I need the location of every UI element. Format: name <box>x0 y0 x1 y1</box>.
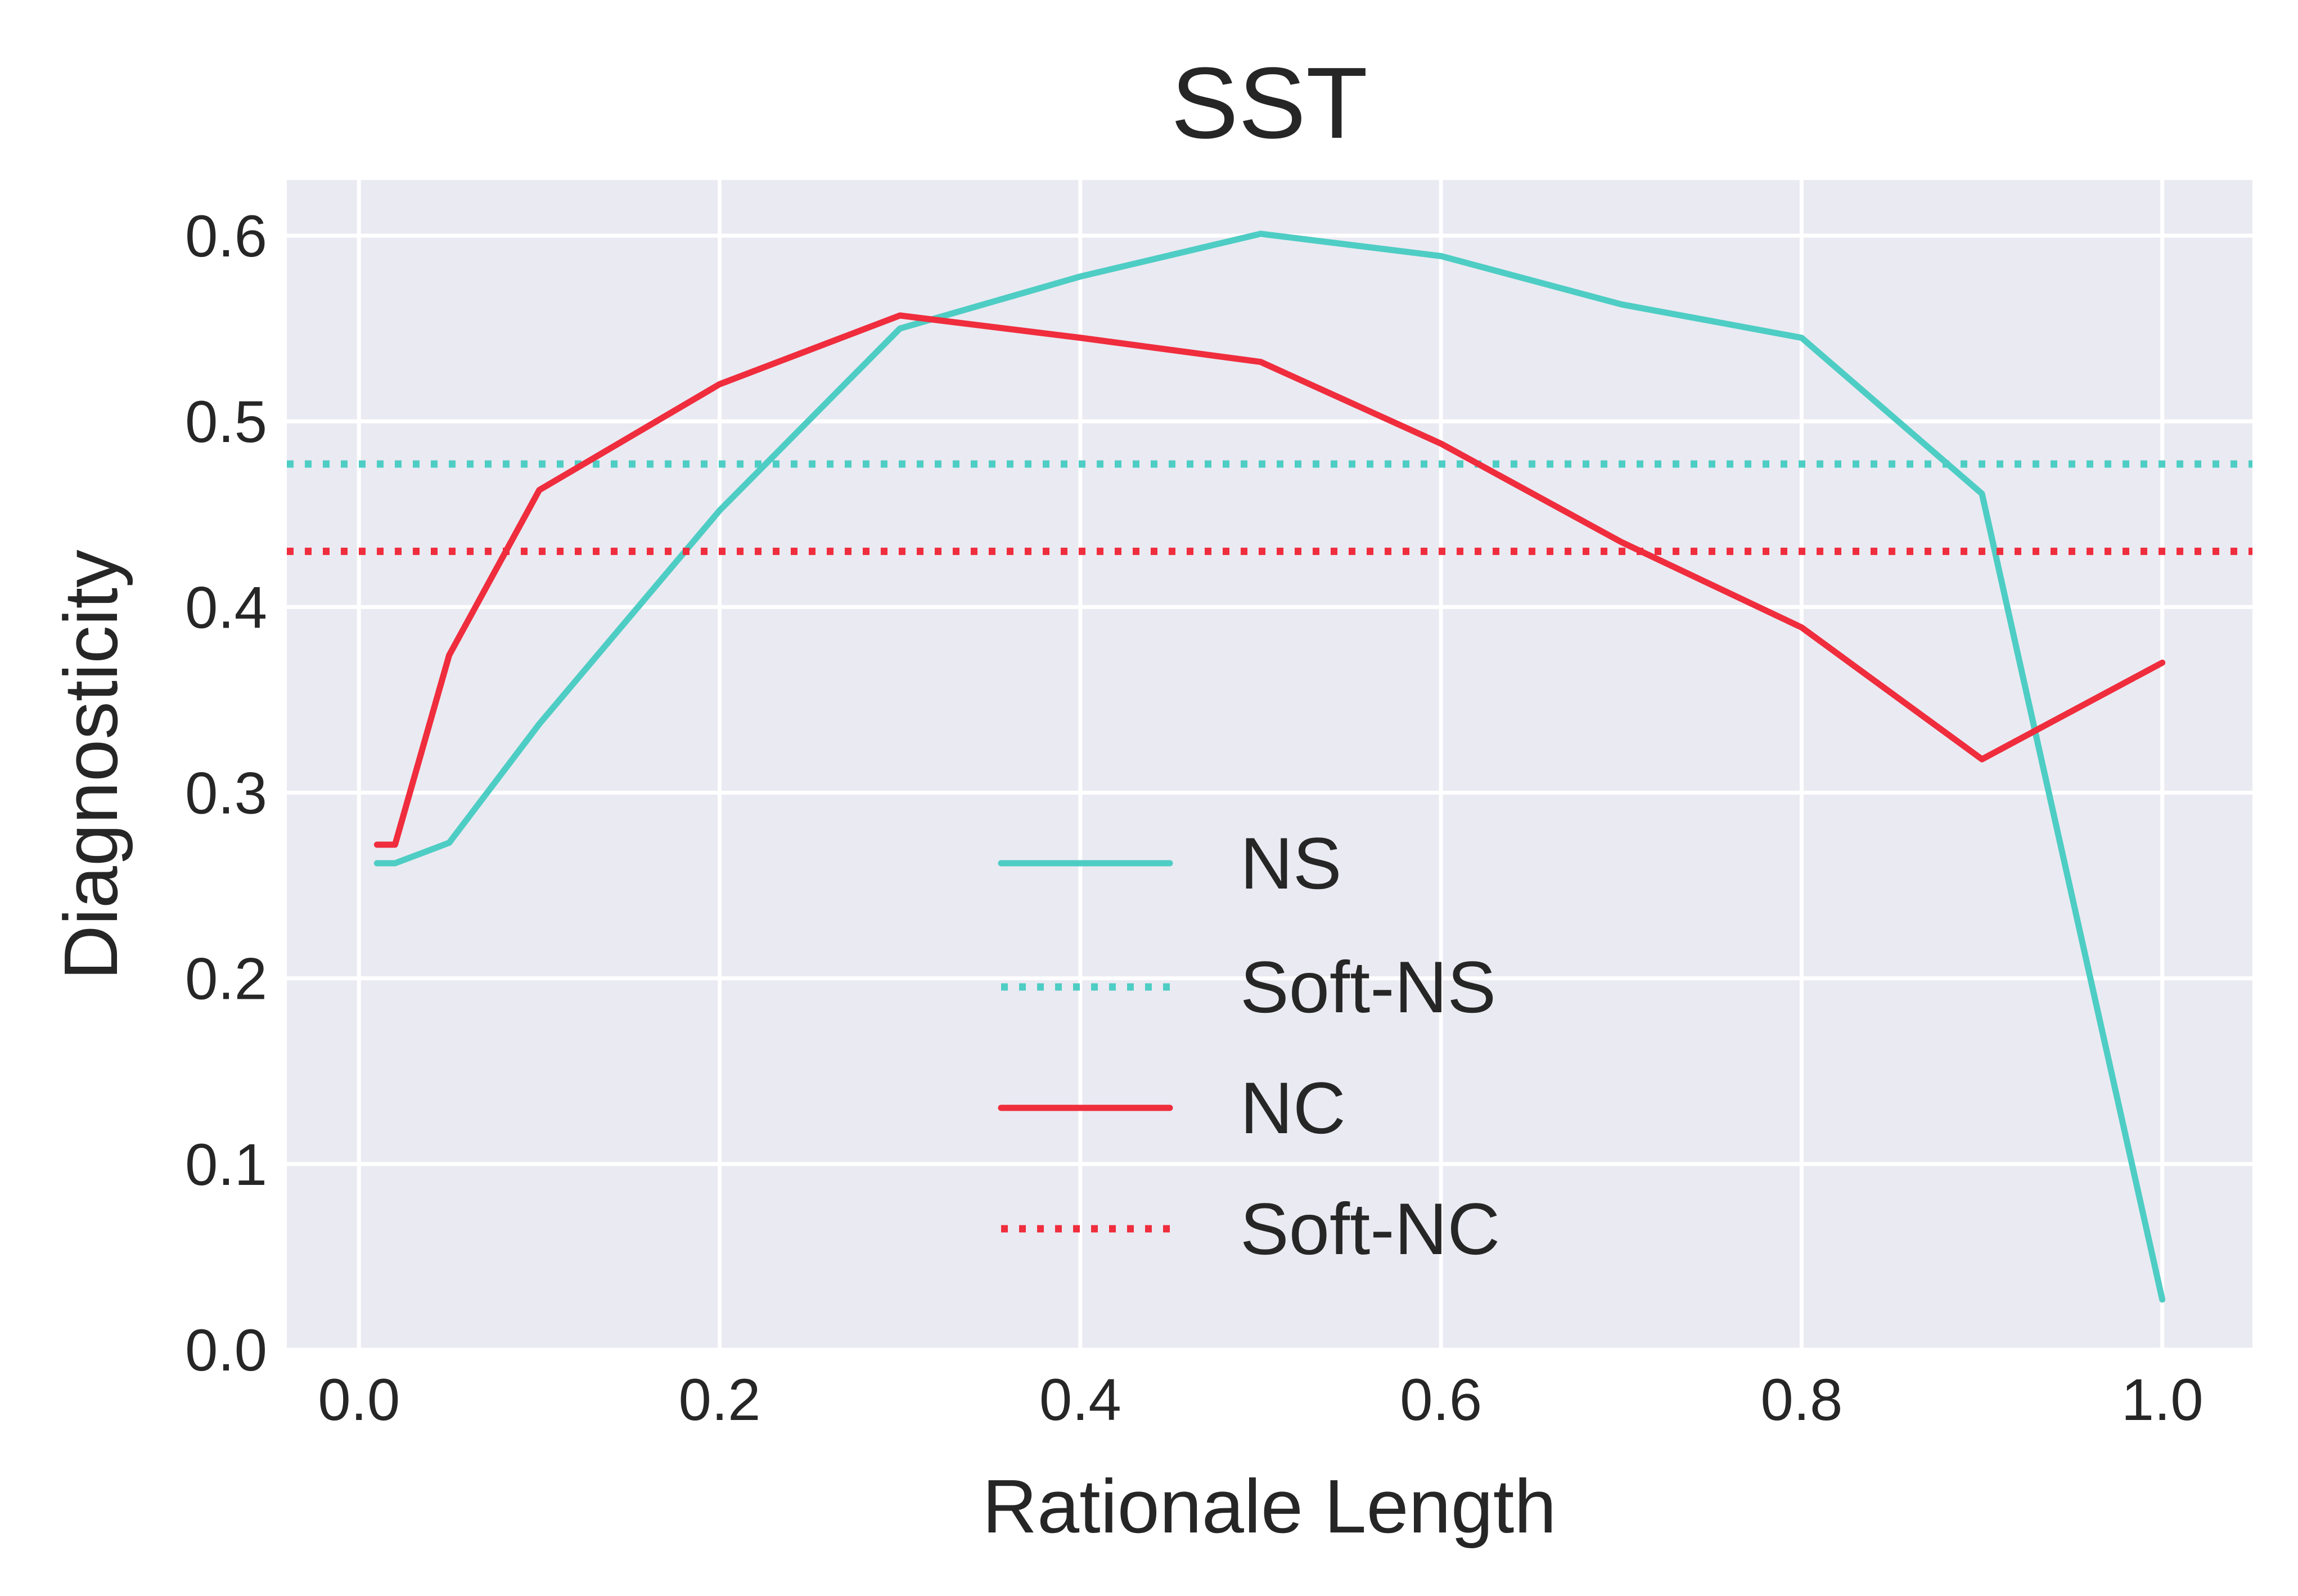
x-tick-label: 0.4 <box>1039 1367 1121 1433</box>
legend-label-ns: NS <box>1240 822 1342 904</box>
y-tick-label: 0.1 <box>185 1132 267 1198</box>
x-tick-label: 0.6 <box>1400 1367 1482 1433</box>
x-tick-label: 0.0 <box>318 1367 400 1433</box>
series-line-nc <box>373 312 2166 848</box>
x-tick-label: 0.8 <box>1760 1367 1842 1433</box>
legend-label-soft-ns: Soft-NS <box>1240 946 1496 1028</box>
chart-title: SST <box>1171 47 1368 160</box>
x-axis-label: Rationale Length <box>983 1464 1557 1549</box>
y-tick-label: 0.5 <box>185 389 267 455</box>
ticks: 0.0 0.2 0.4 0.6 0.8 1.0 0.0 0.1 0.2 0.3 0.4 0.5 0.6 <box>185 204 2204 1433</box>
y-tick-label: 0.0 <box>185 1318 267 1383</box>
y-tick-label: 0.6 <box>185 204 267 269</box>
plot-background <box>287 180 2252 1350</box>
y-tick-label: 0.3 <box>185 761 267 827</box>
y-tick-label: 0.4 <box>185 575 267 641</box>
x-tick-label: 0.2 <box>679 1367 761 1433</box>
x-tick-label: 1.0 <box>2121 1367 2204 1433</box>
series-line-ns <box>373 231 2166 1303</box>
y-axis-label: Diagnosticity <box>48 549 133 980</box>
y-tick-label: 0.2 <box>185 946 267 1012</box>
legend-label-soft-nc: Soft-NC <box>1240 1188 1500 1270</box>
legend-label-nc: NC <box>1240 1067 1346 1149</box>
series-layer <box>287 231 2252 1303</box>
legend: NS Soft-NS NC Soft-NC <box>998 822 1500 1270</box>
